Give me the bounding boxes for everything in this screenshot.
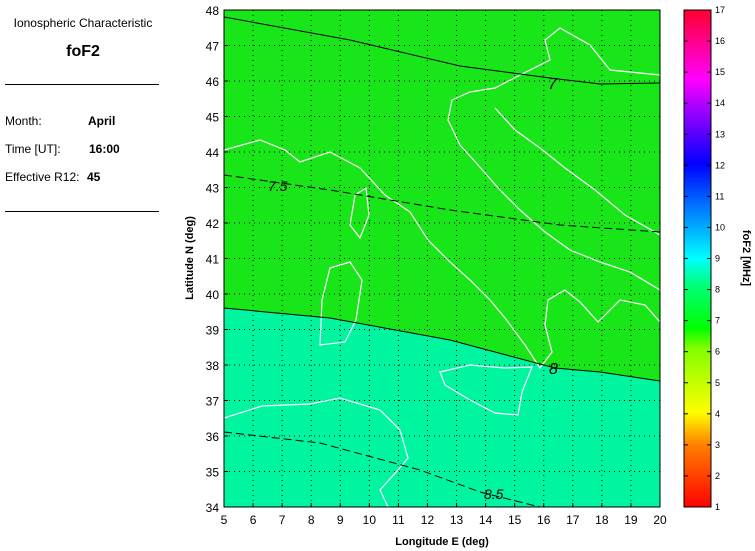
balkan-coast bbox=[494, 107, 660, 236]
colorbar-tick-label: 10 bbox=[715, 222, 725, 232]
contour-7-5 bbox=[224, 174, 660, 233]
region-below-8 bbox=[224, 308, 660, 507]
contours bbox=[224, 16, 660, 507]
time-value: 16:00 bbox=[89, 142, 120, 156]
x-tick-label: 15 bbox=[508, 513, 522, 527]
r12-value: 45 bbox=[87, 170, 101, 184]
y-tick-label: 40 bbox=[206, 288, 220, 302]
colorbar-tick-label: 17 bbox=[715, 5, 725, 15]
contour-label-8: 8 bbox=[549, 361, 558, 378]
divider bbox=[5, 211, 159, 212]
r12-label: Effective R12: bbox=[5, 170, 80, 184]
coastlines bbox=[224, 27, 660, 507]
colorbar-label: foF2 [MHz] bbox=[740, 230, 752, 287]
contour-label-7: 7 bbox=[548, 76, 558, 93]
month-label: Month: bbox=[5, 114, 42, 128]
contour-label-8-5: 8.5 bbox=[484, 486, 504, 502]
y-tick-label: 46 bbox=[206, 75, 220, 89]
x-axis: 5 6 7 8 9 10 11 12 13 14 15 16 17 18 19 20 bbox=[221, 503, 667, 527]
y-tick-label: 48 bbox=[206, 4, 220, 18]
time-label: Time [UT]: bbox=[5, 142, 61, 156]
y-tick-label: 45 bbox=[206, 111, 220, 125]
contour-8-5 bbox=[224, 431, 541, 507]
y-axis: 34 35 36 37 38 39 40 41 42 43 44 45 46 47 48 bbox=[206, 4, 228, 515]
x-tick-label: 20 bbox=[653, 513, 667, 527]
contour-label-7-5: 7.5 bbox=[268, 178, 288, 194]
x-tick-label: 14 bbox=[479, 513, 493, 527]
characteristic-title: foF2 bbox=[66, 43, 100, 60]
y-tick-label: 38 bbox=[206, 359, 220, 373]
divider bbox=[5, 84, 159, 85]
colorbar-tick-label: 9 bbox=[715, 254, 720, 264]
colorbar-tick-label: 6 bbox=[715, 347, 720, 357]
colorbar-tick-label: 1 bbox=[715, 502, 720, 512]
sicily bbox=[439, 364, 533, 416]
x-tick-label: 11 bbox=[392, 513, 405, 527]
y-tick-label: 44 bbox=[206, 146, 220, 160]
africa-coast bbox=[224, 397, 409, 507]
y-tick-label: 43 bbox=[206, 182, 220, 196]
colorbar-tick-label: 3 bbox=[715, 440, 720, 450]
y-axis-label: Latitude N (deg) bbox=[184, 216, 196, 300]
colorbar bbox=[683, 9, 712, 508]
y-tick-label: 39 bbox=[206, 324, 220, 338]
x-tick-label: 9 bbox=[337, 513, 344, 527]
colorbar-tick-label: 2 bbox=[715, 471, 720, 481]
colorbar-tick-label: 11 bbox=[715, 191, 724, 201]
x-tick-label: 8 bbox=[308, 513, 315, 527]
colorbar-tick-label: 4 bbox=[715, 409, 720, 419]
x-tick-label: 13 bbox=[450, 513, 464, 527]
colorbar-tick-label: 12 bbox=[715, 160, 725, 170]
colorbar-tick-label: 13 bbox=[715, 129, 725, 139]
x-tick-label: 16 bbox=[537, 513, 551, 527]
y-tick-label: 47 bbox=[206, 40, 220, 54]
y-tick-label: 34 bbox=[206, 501, 220, 515]
contour-7 bbox=[224, 16, 660, 85]
y-tick-label: 42 bbox=[206, 217, 220, 231]
y-tick-label: 35 bbox=[206, 466, 220, 480]
colorbar-tick-label: 8 bbox=[715, 285, 720, 295]
map-plot-area: 7 7.5 8 8.5 bbox=[224, 10, 660, 507]
italy-coast bbox=[224, 27, 660, 370]
colorbar-tick-label: 7 bbox=[715, 316, 720, 326]
y-tick-label: 41 bbox=[206, 253, 220, 267]
x-tick-label: 5 bbox=[221, 513, 228, 527]
x-axis-label: Longitude E (deg) bbox=[395, 536, 489, 548]
y-tick-label: 37 bbox=[206, 395, 220, 409]
x-tick-label: 19 bbox=[624, 513, 638, 527]
colorbar-tick-label: 5 bbox=[715, 378, 720, 388]
colorbar-tick-label: 14 bbox=[715, 98, 725, 108]
x-tick-label: 6 bbox=[250, 513, 257, 527]
contour-8 bbox=[224, 307, 660, 382]
x-tick-label: 12 bbox=[421, 513, 435, 527]
sardinia bbox=[319, 261, 363, 346]
colorbar-tick-label: 16 bbox=[715, 36, 725, 46]
month-value: April bbox=[88, 114, 116, 128]
x-tick-label: 7 bbox=[279, 513, 286, 527]
x-tick-label: 10 bbox=[363, 513, 377, 527]
x-tick-label: 18 bbox=[595, 513, 609, 527]
y-tick-label: 36 bbox=[206, 430, 220, 444]
colorbar-tick-label: 15 bbox=[715, 67, 725, 77]
x-tick-label: 17 bbox=[566, 513, 580, 527]
corsica bbox=[349, 186, 370, 240]
heading: Ionospheric Characteristic bbox=[13, 16, 153, 30]
